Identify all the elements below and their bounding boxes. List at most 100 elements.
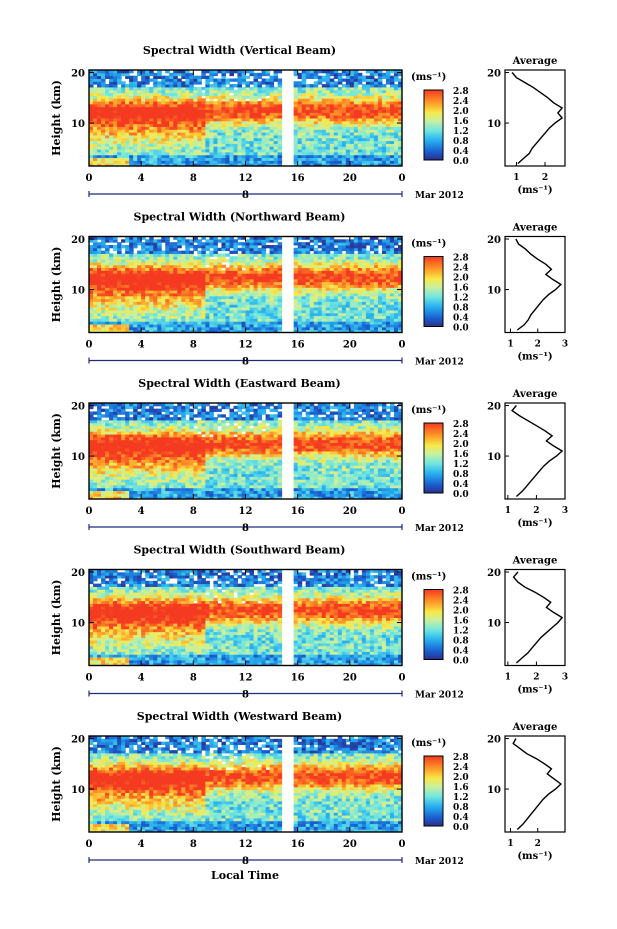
heatmap-cell (121, 315, 126, 319)
heatmap-cell (213, 129, 218, 133)
heatmap-cell (369, 118, 375, 122)
heatmap-cell (397, 123, 403, 127)
heatmap-cell (117, 140, 122, 144)
heatmap-cell (193, 126, 198, 130)
heatmap-cell (165, 120, 170, 125)
heatmap-cell (257, 120, 263, 125)
heatmap-cell (261, 86, 267, 91)
heatmap-cell (169, 146, 174, 150)
heatmap-cell (189, 151, 194, 156)
heatmap-cell (169, 298, 174, 302)
heatmap-cell (257, 298, 263, 302)
heatmap-cell (241, 92, 246, 96)
heatmap-cell (161, 315, 166, 319)
heatmap-cell (177, 118, 182, 122)
heatmap-cell (317, 259, 323, 263)
heatmap-cell (101, 112, 106, 116)
heatmap-cell (265, 151, 271, 156)
heatmap-cell (321, 143, 327, 147)
heatmap-cell (145, 154, 150, 159)
heatmap-cell (157, 329, 162, 333)
heatmap-cell (341, 149, 347, 153)
heatmap-cell (393, 157, 399, 161)
heatmap-cell (205, 112, 210, 116)
heatmap-cell (229, 72, 234, 77)
heatmap-cell (309, 307, 315, 311)
heatmap-cell (97, 151, 102, 156)
heatmap-cell (205, 103, 210, 108)
heatmap-cell (373, 106, 379, 111)
heatmap-cell (221, 157, 226, 161)
heatmap-cell (377, 160, 383, 164)
heatmap-cell (341, 78, 347, 82)
heatmap-cell (365, 129, 371, 133)
heatmap-cell (161, 137, 166, 142)
heatmap-cell (389, 123, 395, 127)
heatmap-cell (341, 326, 347, 331)
heatmap-cell (89, 137, 94, 142)
heatmap-cell (377, 290, 383, 294)
heatmap-cell (329, 120, 335, 125)
heatmap-cell (321, 132, 327, 136)
heatmap-cell (389, 149, 395, 153)
heatmap-cell (89, 112, 94, 116)
heatmap-cell (193, 92, 198, 96)
heatmap-cell (157, 126, 162, 130)
heatmap-cell (197, 95, 202, 99)
heatmap-cell (193, 146, 198, 150)
heatmap-cell (229, 281, 234, 285)
heatmap-cell (129, 329, 134, 333)
heatmap-cell (141, 259, 146, 263)
heatmap-cell (197, 163, 202, 167)
heatmap-cell (173, 146, 178, 150)
heatmap-cell (381, 115, 387, 119)
heatmap-cell (393, 321, 399, 325)
heatmap-cell (157, 281, 162, 285)
x-tick-label: 0 (399, 340, 406, 351)
heatmap-cell (205, 84, 210, 88)
heatmap-cell (185, 118, 190, 122)
heatmap-cell (165, 321, 170, 325)
heatmap-cell (93, 157, 98, 161)
heatmap-cell (253, 157, 259, 161)
heatmap-cell (309, 137, 315, 142)
heatmap-cell (141, 137, 146, 142)
heatmap-cell (217, 78, 222, 82)
heatmap-cell (265, 89, 271, 94)
heatmap-cell (269, 89, 275, 94)
heatmap-cell (185, 120, 190, 125)
heatmap-cell (309, 95, 315, 99)
heatmap-cell (177, 84, 182, 88)
heatmap-cell (341, 92, 347, 96)
heatmap-cell (189, 160, 194, 164)
heatmap-cell (365, 75, 371, 79)
heatmap-cell (229, 132, 234, 136)
heatmap-cell (305, 95, 311, 99)
heatmap-cell (137, 106, 142, 111)
heatmap-cell (225, 273, 230, 277)
heatmap-cell (177, 132, 182, 136)
heatmap-cell (225, 101, 230, 105)
heatmap-cell (329, 78, 335, 82)
heatmap-cell (181, 329, 186, 333)
heatmap-cell (117, 95, 122, 99)
heatmap-cell (153, 239, 158, 243)
heatmap-cell (229, 318, 234, 322)
heatmap-cell (205, 86, 210, 91)
heatmap-cell (369, 129, 375, 133)
heatmap-cell (93, 123, 98, 127)
heatmap-cell (265, 115, 271, 119)
heatmap-cell (181, 149, 186, 153)
heatmap-cell (305, 126, 311, 130)
heatmap-cell (309, 101, 315, 105)
heatmap-cell (169, 143, 174, 147)
date-label: Mar 2012 (415, 358, 464, 368)
heatmap-cell (89, 95, 94, 99)
heatmap-cell (205, 120, 210, 125)
heatmap-cell (165, 160, 170, 164)
heatmap-cell (233, 112, 238, 116)
heatmap-cell (361, 163, 367, 167)
heatmap-cell (365, 149, 371, 153)
heatmap-cell (349, 84, 355, 88)
heatmap-cell (361, 86, 367, 91)
